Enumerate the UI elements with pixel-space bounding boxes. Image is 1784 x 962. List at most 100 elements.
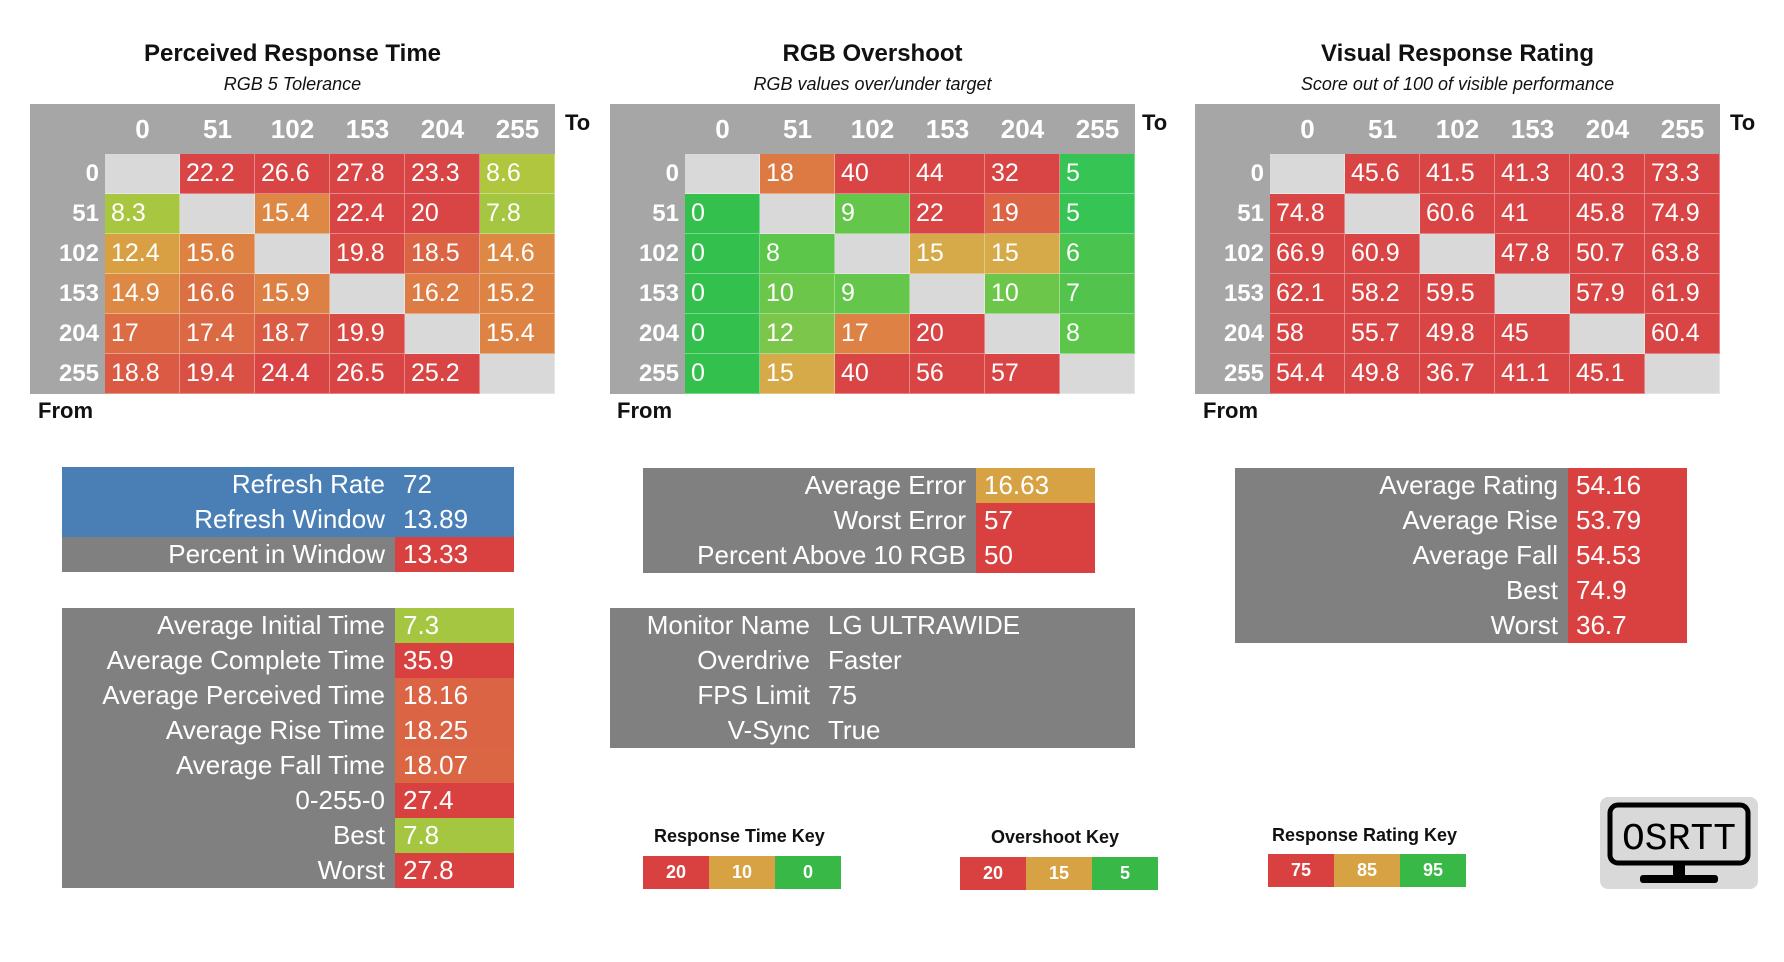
grid-cell: 5 — [1060, 194, 1135, 234]
column-header: 153 — [1510, 113, 1555, 144]
stat-label: Percent in Window — [62, 537, 395, 572]
grid-cell: 73.3 — [1645, 154, 1720, 194]
grid-cell: 22.4 — [330, 194, 405, 234]
key-swatch: 75 — [1268, 854, 1334, 887]
row-header: 102 — [1223, 240, 1264, 267]
row-header: 153 — [1223, 280, 1264, 307]
grid-cell: 12.4 — [105, 234, 180, 274]
grid-cell: 27.8 — [330, 154, 405, 194]
diagonal-cell — [405, 314, 480, 354]
grid-cell: 26.5 — [330, 354, 405, 394]
visual-response-rating-grid: 0 51 102 153 204 255 0 45.6 41.5 41.3 40.3 73.3 51 74… — [1195, 104, 1720, 394]
stat-value: 7.8 — [395, 818, 514, 853]
rgb-overshoot-grid: 0 51 102 153 204 255 0 18 40 44 32 5 51 0 9 22 19 5 102 0 8 1… — [610, 104, 1135, 394]
stat-label: FPS Limit — [697, 680, 810, 710]
grid-cell: 59.5 — [1420, 274, 1495, 314]
response-time-key-title: Response Time Key — [654, 826, 825, 846]
grid-title: Visual Response Rating — [1321, 40, 1594, 67]
stat-label: Average Rise — [1402, 505, 1558, 535]
grid-cell: 40 — [835, 154, 910, 194]
key-swatch: 85 — [1334, 854, 1400, 887]
column-header: 204 — [1000, 113, 1045, 144]
column-header: 153 — [925, 113, 970, 144]
stat-row: Average Fall 54.53 — [1235, 538, 1687, 573]
stat-label: Percent Above 10 RGB — [697, 540, 966, 570]
stat-row: Worst Error 57 — [643, 503, 1095, 538]
response-rating-key: 75 85 95 — [1268, 854, 1466, 887]
column-header: 255 — [1075, 113, 1120, 144]
stat-value: Faster — [828, 645, 902, 675]
diagonal-cell — [1645, 354, 1720, 394]
grid-title: RGB Overshoot — [782, 40, 963, 67]
response-summary-panel: Average Initial Time 7.3 Average Complete … — [62, 608, 514, 888]
row-header: 102 — [638, 240, 679, 267]
grid-cell: 45 — [1495, 314, 1570, 354]
diagonal-cell — [255, 234, 330, 274]
column-header: 51 — [1368, 113, 1397, 144]
grid-cell: 15.4 — [255, 194, 330, 234]
stat-row: Refresh Rate 72 — [62, 467, 514, 502]
grid-cell: 19.9 — [330, 314, 405, 354]
stat-row: Best 7.8 — [62, 818, 514, 853]
grid-cell: 22.2 — [180, 154, 255, 194]
grid-cell: 0 — [685, 194, 760, 234]
grid-cell: 15 — [985, 234, 1060, 274]
grid-cell: 22 — [910, 194, 985, 234]
grid-cell: 15.4 — [480, 314, 555, 354]
grid-cell: 9 — [835, 274, 910, 314]
grid-cell: 16.6 — [180, 274, 255, 314]
grid-cell: 14.9 — [105, 274, 180, 314]
grid-cell: 14.6 — [480, 234, 555, 274]
key-swatch: 10 — [709, 856, 775, 889]
row-header: 204 — [1223, 320, 1264, 347]
stat-label: Average Rating — [1379, 470, 1558, 500]
grid-cell: 17 — [835, 314, 910, 354]
corner-cell — [1195, 104, 1270, 154]
grid-cell: 41.5 — [1420, 154, 1495, 194]
column-header: 255 — [495, 113, 540, 144]
diagonal-cell — [480, 354, 555, 394]
response-rating-key-title: Response Rating Key — [1272, 825, 1458, 845]
stat-value: 53.79 — [1568, 503, 1687, 538]
key-swatch: 15 — [1026, 857, 1092, 890]
stat-row: 0-255-0 27.4 — [62, 783, 514, 818]
diagonal-cell — [985, 314, 1060, 354]
column-header: 51 — [203, 113, 232, 144]
grid-cell: 17 — [105, 314, 180, 354]
grid-cell: 45.1 — [1570, 354, 1645, 394]
stat-label: 0-255-0 — [295, 785, 385, 815]
stat-label: Refresh Rate — [62, 467, 395, 502]
grid-cell: 47.8 — [1495, 234, 1570, 274]
stat-label: Best — [1505, 575, 1558, 605]
grid-cell: 18.7 — [255, 314, 330, 354]
stat-value: LG ULTRAWIDE — [828, 610, 1021, 640]
grid-cell: 41 — [1495, 194, 1570, 234]
from-axis-label: From — [617, 398, 672, 423]
grid-cell: 49.8 — [1345, 354, 1420, 394]
grid-cell: 15.6 — [180, 234, 255, 274]
stat-row: Average Initial Time 7.3 — [62, 608, 514, 643]
grid-cell: 18 — [760, 154, 835, 194]
grid-subtitle: Score out of 100 of visible performance — [1300, 74, 1615, 94]
to-axis-label: To — [565, 110, 591, 135]
stat-label: Average Initial Time — [157, 610, 385, 640]
stat-row: Average Rise Time 18.25 — [62, 713, 514, 748]
grid-cell: 5 — [1060, 154, 1135, 194]
stat-value: 72 — [395, 467, 514, 502]
row-header: 255 — [638, 360, 679, 387]
stat-label: Average Complete Time — [106, 645, 385, 675]
key-swatch: 5 — [1092, 857, 1158, 890]
grid-cell: 20 — [405, 194, 480, 234]
grid-cell: 74.9 — [1645, 194, 1720, 234]
grid-cell: 66.9 — [1270, 234, 1345, 274]
grid-cell: 25.2 — [405, 354, 480, 394]
stat-label: Worst Error — [833, 505, 966, 535]
key-swatch: 20 — [643, 856, 709, 889]
stat-value: 75 — [828, 680, 857, 710]
corner-cell — [610, 104, 685, 154]
grid-cell: 57 — [985, 354, 1060, 394]
stat-label: Overdrive — [697, 645, 810, 675]
key-swatch: 95 — [1400, 854, 1466, 887]
stat-value: 74.9 — [1568, 573, 1687, 608]
stat-value: 57 — [976, 503, 1095, 538]
